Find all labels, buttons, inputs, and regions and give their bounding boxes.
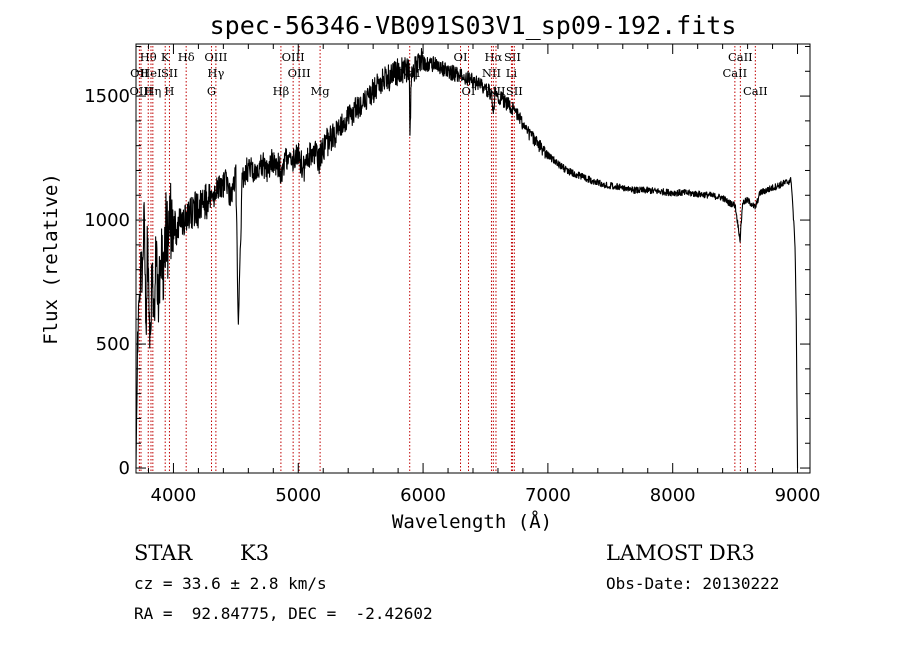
marker-label-15: Mg xyxy=(311,84,331,98)
redshift-cz: cz = 33.6 ± 2.8 km/s xyxy=(134,574,327,593)
survey-name: LAMOST DR3 xyxy=(606,541,755,565)
marker-label-22: Li xyxy=(506,66,518,80)
marker-label-10: Hγ xyxy=(207,66,224,80)
marker-label-20: SII xyxy=(504,50,521,64)
object-class: STAR xyxy=(134,541,193,565)
y-axis-label: Flux (relative) xyxy=(40,173,62,345)
marker-label-11: G xyxy=(207,84,216,98)
marker-label-3: HeI xyxy=(140,66,161,80)
x-tick-label-1: 5000 xyxy=(275,485,321,506)
marker-label-4: Hη xyxy=(144,84,161,98)
y-tick-label-1: 500 xyxy=(96,334,130,355)
marker-label-2: OIII xyxy=(129,84,152,98)
x-tick-label-4: 8000 xyxy=(650,485,696,506)
spectrum-series xyxy=(135,47,799,469)
info-panel: STAR K3 LAMOST DR3 cz = 33.6 ± 2.8 km/s … xyxy=(134,541,779,623)
spectrum-line-0 xyxy=(135,47,799,469)
object-subclass: K3 xyxy=(240,541,269,565)
y-tick-label-2: 1000 xyxy=(84,210,130,231)
marker-label-6: SII xyxy=(161,66,178,80)
marker-label-8: Hδ xyxy=(178,50,195,64)
chart-title: spec-56346-VB091S03V1_sp09-192.fits xyxy=(210,11,737,40)
x-tick-label-2: 6000 xyxy=(400,485,446,506)
marker-label-26: CaII xyxy=(722,66,747,80)
marker-label-0: Hθ xyxy=(140,50,157,64)
marker-label-5: K xyxy=(161,50,170,64)
x-tick-label-0: 4000 xyxy=(151,485,197,506)
marker-label-1: OII xyxy=(130,66,149,80)
marker-label-24: SII xyxy=(506,84,523,98)
plot-frame xyxy=(135,43,811,474)
observation-date: Obs-Date: 20130222 xyxy=(606,574,779,593)
marker-label-7: H xyxy=(164,84,174,98)
marker-label-27: CaII xyxy=(743,84,768,98)
ra-dec-coordinates: RA = 92.84775, DEC = -2.42602 xyxy=(134,604,433,623)
marker-label-19: Hα xyxy=(484,50,502,64)
marker-label-25: CaII xyxy=(728,50,753,64)
y-tick-label-3: 1500 xyxy=(84,86,130,107)
axis-ticks: 4000 5000 6000 7000 8000 9000 0 500 1000 1500 xyxy=(84,44,820,506)
x-axis-label: Wavelength (Å) xyxy=(392,510,552,533)
marker-label-14: OIII xyxy=(288,66,311,80)
marker-label-9: OIII xyxy=(204,50,227,64)
y-tick-label-0: 0 xyxy=(119,458,130,479)
marker-label-21: NII xyxy=(482,66,501,80)
x-tick-label-3: 7000 xyxy=(525,485,571,506)
marker-label-13: OIII xyxy=(282,50,305,64)
marker-label-12: Hβ xyxy=(273,84,290,98)
x-tick-label-5: 9000 xyxy=(775,485,821,506)
marker-label-18: OI xyxy=(462,84,476,98)
marker-label-17: OI xyxy=(454,50,468,64)
